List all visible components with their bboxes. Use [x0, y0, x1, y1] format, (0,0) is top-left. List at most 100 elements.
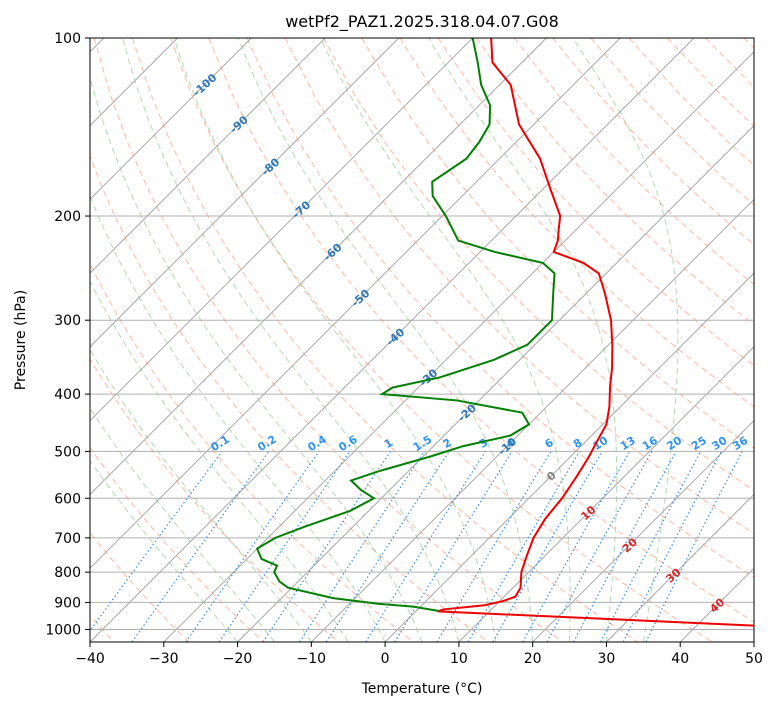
mixing-ratio-label: 0.4: [305, 433, 329, 455]
mixing-ratio-line: [645, 451, 743, 642]
mixing-ratio-label: 16: [640, 434, 660, 453]
x-axis: −40 −30 −20 −10 0 10 20 30 40 50: [75, 642, 763, 667]
isotherm-line: [90, 38, 252, 201]
dry-adiabat: [208, 38, 754, 623]
plot-frame: [89, 37, 755, 643]
isotherm-line: [384, 272, 754, 642]
dry-adiabat: [90, 154, 489, 642]
mixing-ratio-label: 1: [382, 436, 395, 451]
mixing-ratio-line: [131, 451, 270, 642]
isotherm-line: [753, 641, 754, 642]
moist-adiabat: [428, 38, 618, 642]
y-tick-label: 700: [54, 531, 81, 547]
dry-adiabat: [170, 38, 713, 642]
dry-adiabat: [705, 38, 754, 88]
isotherm-line: [90, 38, 695, 642]
isotherm-line: [458, 346, 754, 642]
mixing-ratio-label: 8: [571, 436, 584, 451]
isotherm-line: [679, 567, 754, 642]
mixing-ratio-label: 0.1: [208, 433, 231, 454]
dry-adiabat: [552, 38, 754, 246]
x-tick-label: −40: [75, 651, 105, 667]
dry-adiabat: [246, 38, 754, 578]
mixing-ratio-label: 30: [710, 434, 730, 453]
moist-adiabat: [237, 38, 534, 642]
isotherm-line: [90, 38, 474, 422]
y-tick-label: 300: [54, 313, 81, 329]
plot-series: [255, 38, 754, 642]
x-tick-label: 30: [598, 651, 616, 667]
isotherm-line: [90, 38, 621, 569]
moist-adiabat: [90, 195, 386, 642]
isotherm-line: [90, 38, 400, 348]
mixing-ratio-line: [546, 451, 653, 642]
mixing-ratio-line: [90, 451, 223, 632]
chart-title: wetPf2_PAZ1.2025.318.04.07.G08: [285, 12, 559, 32]
x-tick-label: −30: [149, 651, 179, 667]
moist-adiabat: [319, 38, 571, 642]
temperature-profile: [437, 38, 754, 642]
moist-adiabat: [90, 279, 349, 642]
mixing-ratio-line: [185, 451, 320, 642]
moist-adiabat: [90, 348, 312, 642]
y-tick-label: 1000: [45, 622, 81, 638]
y-tick-label: 500: [54, 444, 81, 460]
isotherm-line: [237, 124, 754, 642]
series-lines: [255, 38, 754, 642]
y-tick-label: 100: [54, 31, 81, 47]
x-tick-label: 20: [524, 651, 542, 667]
y-tick-label: 800: [54, 565, 81, 581]
isotherm-line: [163, 51, 754, 642]
moist-adiabat: [90, 407, 275, 642]
isotherm-line: [606, 493, 754, 642]
dry-adiabat: [131, 38, 639, 642]
x-tick-label: 10: [450, 651, 468, 667]
x-tick-label: 40: [671, 651, 689, 667]
dewpoint-profile: [255, 38, 556, 612]
dry-adiabat: [361, 38, 754, 449]
y-tick-label: 200: [54, 209, 81, 225]
dry-adiabat: [628, 38, 754, 166]
dry-adiabat: [322, 38, 754, 492]
y-axis-label: Pressure (hPa): [13, 290, 29, 390]
dry-adiabat: [590, 38, 754, 206]
moist-adiabat: [572, 38, 679, 642]
mixing-ratio-line: [600, 451, 702, 642]
mixing-ratio-label: 13: [618, 434, 638, 453]
dry-adiabat: [437, 38, 754, 367]
mixing-ratio-label: 0.2: [255, 433, 278, 454]
x-axis-label: Temperature (°C): [361, 681, 483, 697]
mixing-ratio-line: [394, 451, 513, 642]
moist-adiabat: [173, 38, 497, 642]
moist-adiabat: [90, 459, 238, 642]
isotherm-line: [532, 419, 754, 642]
mixing-ratio-line: [325, 451, 450, 642]
y-tick-label: 600: [54, 491, 81, 507]
mixing-ratio-line: [262, 451, 392, 642]
mixing-ratio-line: [522, 451, 631, 642]
dry-adiabat: [475, 38, 754, 326]
dry-adiabat: [90, 446, 265, 642]
mixing-ratio-label: 20: [664, 434, 684, 453]
mixing-ratio-line: [299, 451, 425, 642]
dry-adiabat: [90, 262, 414, 642]
dry-adiabat: [743, 38, 754, 49]
dry-adiabat: [90, 358, 339, 642]
mixing-ratio-line: [622, 451, 722, 642]
dry-adiabat: [514, 38, 754, 286]
y-tick-label: 400: [54, 387, 81, 403]
mixing-ratio-label: 36: [730, 434, 750, 453]
mixing-ratio-line: [218, 451, 351, 642]
isotherm-line: [310, 198, 754, 642]
isotherm-label: -100: [190, 71, 219, 99]
y-axis: 100 200 300 400 500 600 700 800 900 1000: [45, 31, 90, 638]
moist-adiabat: [122, 38, 460, 642]
x-tick-label: −10: [297, 651, 327, 667]
isotherm-line: [90, 38, 326, 274]
y-tick-label: 900: [54, 595, 81, 611]
plot-background: 0.1 0.2 0.4 0.6 1 1.5 2 3 4 6 8 10 13 16 20 25 30 36-100-…: [90, 38, 754, 642]
mixing-ratio-label: 25: [689, 434, 709, 453]
moist-adiabat: [90, 75, 423, 642]
x-tick-label: −20: [223, 651, 253, 667]
